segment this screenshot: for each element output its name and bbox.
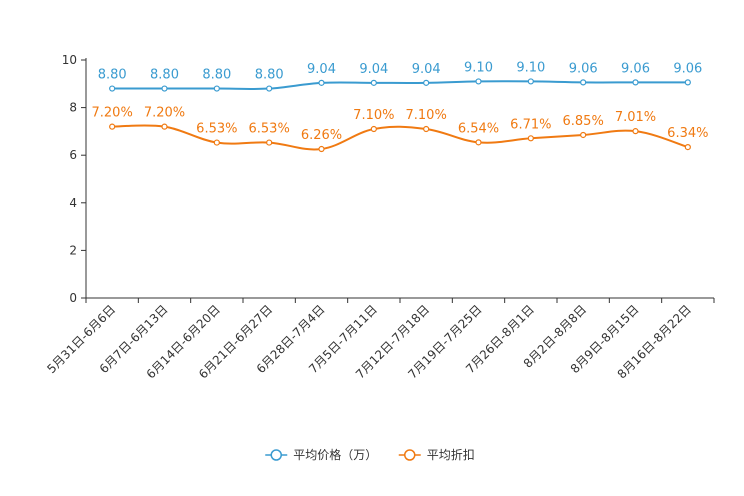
data-point [684, 144, 691, 151]
data-label: 7.20% [92, 106, 133, 121]
data-label: 6.53% [196, 122, 237, 137]
data-label: 8.80 [150, 68, 179, 83]
y-tick-label: 4 [69, 196, 77, 210]
data-label: 6.34% [667, 126, 708, 141]
data-point [423, 125, 430, 133]
data-label: 8.80 [255, 68, 284, 83]
data-point [580, 79, 587, 86]
data-label: 9.04 [307, 62, 336, 77]
data-label: 9.06 [621, 61, 650, 76]
legend-marker [404, 449, 416, 461]
data-label: 9.06 [569, 61, 598, 76]
data-label: 8.80 [98, 68, 127, 83]
data-label: 9.04 [359, 62, 388, 77]
data-label: 9.04 [412, 62, 441, 77]
data-point [423, 79, 430, 86]
data-point [266, 85, 273, 92]
y-tick-label: 2 [69, 243, 77, 257]
data-point [213, 85, 220, 92]
data-point [266, 139, 273, 146]
data-point [109, 123, 116, 130]
data-point [161, 85, 168, 92]
data-label: 6.71% [510, 117, 551, 132]
data-label: 9.10 [464, 60, 493, 75]
data-label: 9.06 [673, 61, 702, 76]
data-point [109, 85, 116, 92]
data-point [213, 139, 220, 146]
data-label: 7.01% [615, 110, 656, 125]
data-point [161, 123, 168, 130]
data-point [580, 131, 587, 139]
data-point [370, 79, 377, 86]
data-label: 6.26% [301, 128, 342, 143]
y-tick-label: 8 [69, 101, 77, 115]
data-point [684, 79, 691, 86]
data-point [318, 145, 325, 153]
legend-label: 平均价格（万） [293, 447, 377, 462]
data-point [318, 79, 325, 86]
data-point [527, 78, 534, 85]
data-point [632, 79, 639, 86]
data-point [475, 78, 482, 85]
data-point [632, 128, 639, 135]
data-label: 9.10 [516, 60, 545, 75]
data-label: 7.10% [406, 108, 447, 123]
legend-label: 平均折扣 [427, 447, 475, 462]
legend-marker [270, 449, 282, 461]
y-tick-label: 0 [69, 291, 77, 305]
series-line-avg-price [112, 80, 688, 91]
y-tick-label: 10 [62, 53, 77, 67]
data-point [475, 139, 482, 146]
data-label: 6.54% [458, 121, 499, 136]
data-label: 7.20% [144, 106, 185, 121]
data-point [527, 135, 534, 142]
y-tick-label: 6 [69, 148, 77, 162]
data-label: 6.85% [563, 114, 604, 129]
data-point [370, 125, 377, 133]
series-line-avg-discount [112, 124, 689, 151]
data-label: 8.80 [202, 68, 231, 83]
data-label: 6.53% [249, 122, 290, 137]
data-label: 7.10% [353, 108, 394, 123]
